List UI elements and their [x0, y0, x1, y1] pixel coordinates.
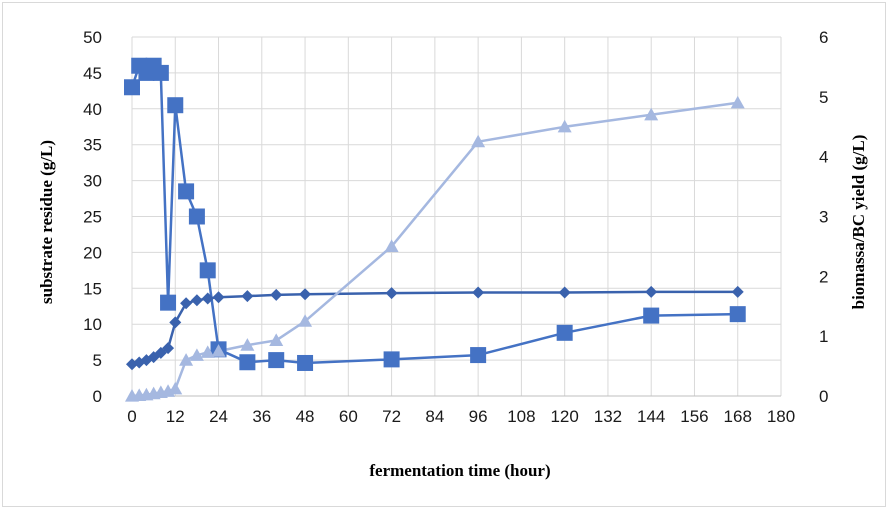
x-tick-label: 132	[594, 407, 622, 426]
x-tick-label: 120	[550, 407, 578, 426]
square-marker	[199, 262, 216, 279]
diamond-marker	[180, 297, 193, 310]
x-tick-label: 156	[680, 407, 708, 426]
diamond-marker	[385, 287, 398, 300]
diamond-marker	[299, 288, 312, 301]
square-marker	[239, 354, 256, 371]
diamond-marker	[190, 294, 203, 307]
triangle-marker	[298, 314, 313, 327]
y-axis-right-title: biomassa/BC yield (g/L)	[849, 135, 868, 310]
x-tick-label: 72	[382, 407, 401, 426]
diamond-marker	[169, 316, 182, 329]
diamond-marker	[558, 286, 571, 299]
square-marker	[160, 294, 177, 311]
diamond-marker	[241, 290, 254, 303]
y-right-tick-label: 5	[819, 88, 828, 107]
y-left-tick-label: 50	[83, 28, 102, 47]
y-left-tick-label: 30	[83, 172, 102, 191]
triangle-marker	[730, 95, 745, 109]
triangle-marker	[189, 348, 204, 361]
x-axis-title: fermentation time (hour)	[369, 461, 550, 480]
diamond-marker	[162, 342, 175, 355]
square-marker	[729, 306, 746, 323]
square-marker	[167, 97, 184, 114]
grid-layer	[131, 36, 782, 397]
y-right-tick-label: 2	[819, 267, 828, 286]
x-tick-label: 96	[469, 407, 488, 426]
x-tick-label: 180	[767, 407, 795, 426]
x-tick-label: 36	[252, 407, 271, 426]
square-marker	[297, 354, 314, 371]
x-tick-label: 168	[724, 407, 752, 426]
triangle-marker	[179, 353, 194, 366]
square-marker	[188, 208, 205, 225]
tick-layer: 0 12 24 36 48 60 72 84 96 108 120 132 144 156 168 18005…	[83, 28, 828, 426]
y-left-tick-label: 5	[93, 351, 102, 370]
triangle-marker	[269, 333, 284, 346]
x-tick-label: 24	[209, 407, 228, 426]
square-marker	[470, 347, 487, 364]
diamond-marker	[212, 291, 225, 304]
triangle-marker	[240, 338, 255, 351]
x-tick-label: 60	[339, 407, 358, 426]
y-left-tick-label: 45	[83, 64, 102, 83]
square-marker	[178, 183, 195, 200]
y-right-tick-label: 1	[819, 327, 828, 346]
triangle-marker	[384, 239, 399, 253]
x-tick-label: 108	[507, 407, 535, 426]
y-left-tick-label: 15	[83, 279, 102, 298]
y-right-tick-label: 3	[819, 208, 828, 227]
x-tick-label: 0	[127, 407, 136, 426]
y-left-tick-label: 25	[83, 208, 102, 227]
square-marker	[268, 352, 285, 369]
diamond-marker	[731, 285, 744, 298]
y-left-tick-label: 0	[93, 387, 102, 406]
y-right-tick-label: 4	[819, 148, 828, 167]
triangle-marker	[211, 344, 226, 357]
y-left-tick-label: 10	[83, 315, 102, 334]
y-left-tick-label: 40	[83, 100, 102, 119]
triangle-marker	[168, 381, 183, 395]
marker-layer	[124, 57, 746, 402]
square-marker	[152, 64, 169, 81]
diamond-marker	[472, 286, 485, 299]
square-marker	[124, 79, 140, 96]
y-left-tick-label: 20	[83, 243, 102, 262]
triangle-marker	[471, 134, 486, 148]
triangle-marker	[644, 107, 659, 121]
x-tick-label: 84	[425, 407, 444, 426]
square-marker	[383, 351, 400, 368]
y-left-tick-label: 35	[83, 136, 102, 155]
y-axis-left-title: substrate residue (g/L)	[37, 140, 56, 304]
x-tick-label: 12	[166, 407, 185, 426]
square-marker	[643, 307, 660, 324]
x-tick-label: 144	[637, 407, 665, 426]
triangle-marker	[557, 119, 572, 133]
x-tick-label: 48	[296, 407, 315, 426]
triangle-marker	[200, 345, 215, 358]
diamond-marker	[270, 288, 283, 301]
y-right-tick-label: 6	[819, 28, 828, 47]
square-marker	[556, 324, 573, 341]
diamond-marker	[201, 292, 214, 305]
diamond-marker	[645, 285, 658, 298]
y-right-tick-label: 0	[819, 387, 828, 406]
